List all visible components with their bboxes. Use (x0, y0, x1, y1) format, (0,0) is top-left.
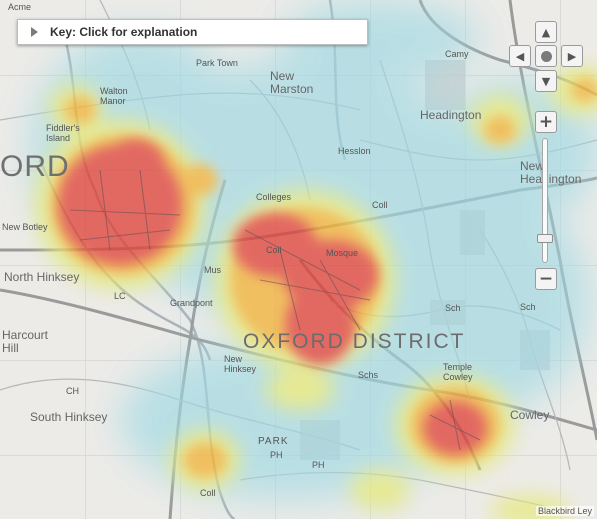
pan-up-button[interactable]: ▲ (535, 21, 557, 43)
pan-center-button[interactable] (535, 45, 557, 67)
pan-down-button[interactable]: ▼ (535, 70, 557, 92)
zoom-in-button[interactable]: + (535, 111, 557, 133)
center-dot-icon (540, 50, 552, 62)
zoom-out-button[interactable]: − (535, 268, 557, 290)
zoom-slider-track[interactable] (542, 138, 548, 263)
key-explanation-bar[interactable]: Key: Click for explanation (17, 19, 368, 45)
pan-right-button[interactable]: ▶ (561, 45, 583, 67)
minus-icon: − (538, 268, 554, 289)
arrow-right-icon: ▶ (567, 49, 577, 63)
arrow-down-icon: ▼ (541, 74, 551, 88)
pan-left-button[interactable]: ◀ (509, 45, 531, 67)
expand-triangle-icon (31, 27, 38, 37)
plus-icon: + (538, 111, 554, 132)
arrow-left-icon: ◀ (515, 49, 525, 63)
zoom-slider-handle[interactable] (537, 234, 553, 243)
map-attribution: Blackbird Ley (535, 506, 594, 516)
arrow-up-icon: ▲ (541, 25, 551, 39)
key-label: Key: Click for explanation (50, 25, 198, 39)
